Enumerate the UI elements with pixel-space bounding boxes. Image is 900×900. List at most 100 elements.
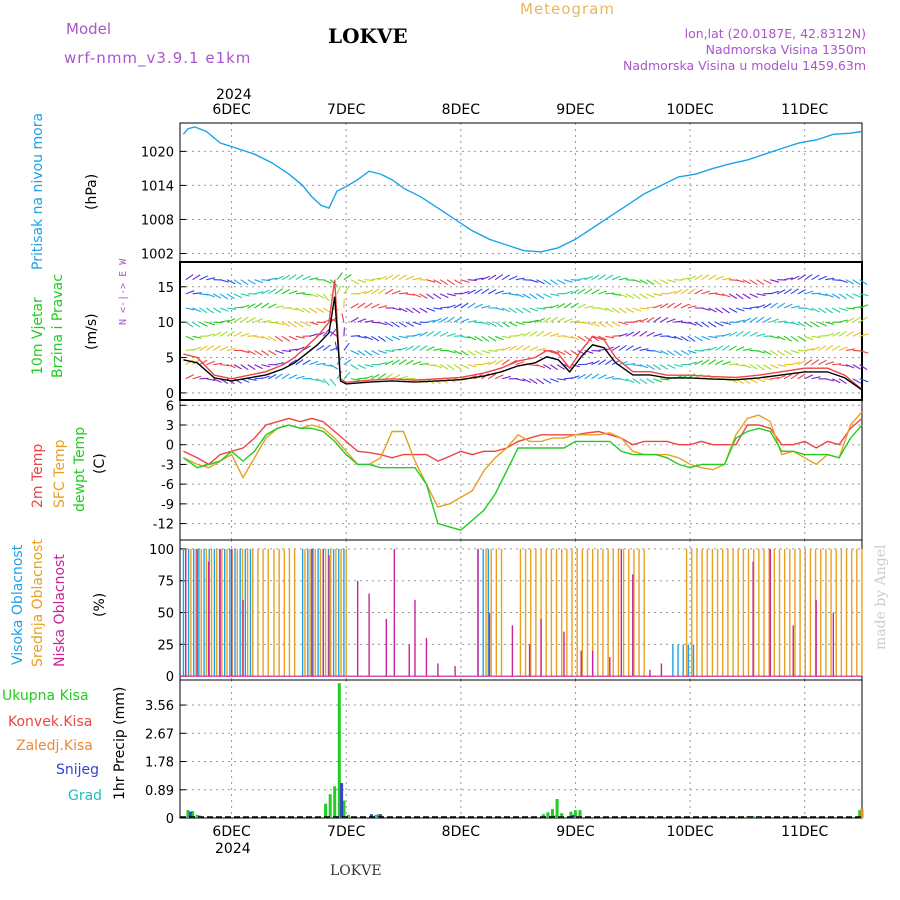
wind-arrow <box>591 349 601 352</box>
wind-arrow <box>329 378 337 387</box>
wind-arrow <box>341 313 345 323</box>
wind-arrow <box>756 279 765 286</box>
wind-arrow <box>467 335 477 341</box>
wind-arrow <box>302 275 312 281</box>
wind-arrow <box>721 293 731 298</box>
wind-arrow <box>515 361 525 366</box>
wind-arrow <box>377 373 387 380</box>
wind-arrow <box>694 321 703 328</box>
wind-arrow <box>467 279 477 281</box>
wind-arrow <box>632 346 642 351</box>
wind-arrow <box>783 303 793 309</box>
wind-arrow <box>309 378 319 382</box>
wind-arrow <box>309 293 319 298</box>
wind-arrow <box>570 350 579 356</box>
wind-arrow <box>426 364 436 367</box>
wind-arrow <box>797 274 806 281</box>
wind-arrow <box>212 293 222 299</box>
wind-arrow <box>226 330 235 337</box>
wind-arrow <box>694 274 703 281</box>
temp-unit: (C) <box>92 453 108 474</box>
wind-panel: 0 5 10 15 <box>157 261 869 402</box>
precip-total-bar <box>551 809 554 818</box>
day-label-bottom: 9DEC <box>556 824 595 840</box>
precip-label-frozen: Zaledj.Kisa <box>16 738 93 754</box>
wind-arrow <box>316 345 325 351</box>
wind-arrow <box>536 279 545 285</box>
wind-arrow <box>453 335 463 337</box>
wind-arrow <box>316 362 326 366</box>
wind-arrow <box>412 293 422 298</box>
wind-arrow <box>405 307 414 314</box>
wind-arrow <box>783 335 792 342</box>
wind-arrow <box>722 321 732 325</box>
precip-label-grad: Grad <box>68 788 102 804</box>
wind-arrow <box>735 319 745 323</box>
precip-total-bar <box>555 799 559 818</box>
wind-arrow <box>708 359 717 366</box>
wind-arrow <box>556 317 566 323</box>
wind-arrow <box>845 348 855 352</box>
wind-arrow <box>192 335 202 339</box>
wind-arrow <box>274 335 283 342</box>
wind-arrow <box>316 307 325 314</box>
wind-arrow <box>391 359 400 366</box>
wind-arrow <box>701 348 711 352</box>
wind-arrow <box>288 290 298 295</box>
model-label: Model <box>66 20 111 38</box>
wind-arrow <box>660 378 670 381</box>
wind-arrow <box>577 277 587 281</box>
year-bottom: 2024 <box>215 841 251 857</box>
wind-arrow <box>687 288 696 295</box>
wind-arrow <box>845 330 854 337</box>
wind-arrow <box>838 346 848 351</box>
wind-arrow <box>701 290 711 295</box>
wind-arrow <box>763 303 772 309</box>
wind-arrow <box>261 279 271 282</box>
wind-arrow <box>687 349 697 354</box>
wind-arrow <box>412 344 421 351</box>
wind-arrow <box>825 344 834 351</box>
precip-total-bar <box>578 810 582 818</box>
wind-arrow <box>240 332 250 337</box>
day-label-bottom: 10DEC <box>666 824 713 840</box>
pressure-unit: (hPa) <box>84 174 100 210</box>
ytick-label: 100 <box>149 543 174 558</box>
wind-arrow <box>261 350 270 356</box>
wind-arrow <box>336 272 343 281</box>
wind-arrow <box>536 307 546 310</box>
wind-arrow <box>804 274 813 281</box>
wind-arrow <box>742 364 752 369</box>
wind-arrow <box>687 305 697 309</box>
temp-2m-line <box>183 417 863 466</box>
wind-arrow <box>433 317 442 323</box>
wind-arrow <box>728 293 738 299</box>
wind-arrow <box>240 304 250 309</box>
wind-arrow <box>261 364 271 368</box>
ytick-label: 50 <box>157 607 174 622</box>
precip-total-bar <box>569 811 573 818</box>
wind-arrow <box>536 348 546 351</box>
temp-ylabel-2: SFC Temp <box>52 439 68 508</box>
wind-arrow <box>474 277 484 281</box>
wind-arrow <box>295 375 305 380</box>
wind-arrow <box>481 321 491 326</box>
wind-arrow <box>515 293 525 298</box>
ytick-label: 1002 <box>141 247 174 262</box>
wind-arrow <box>859 293 869 297</box>
wind-arrow <box>460 318 470 323</box>
wind-arrow <box>831 345 841 351</box>
wind-arrow <box>357 335 367 339</box>
wind-arrow <box>433 293 442 300</box>
wind-arrow <box>261 319 271 323</box>
wind-arrow <box>625 293 634 299</box>
wind-arrow <box>391 348 402 352</box>
wind-arrow <box>240 293 250 297</box>
precip-total-bar <box>546 812 550 818</box>
wind-arrow <box>653 304 662 309</box>
wind-arrow <box>288 307 298 311</box>
ytick-label: 1020 <box>141 145 174 160</box>
wind-arrow <box>267 374 277 380</box>
wind-arrow <box>763 349 772 356</box>
wind-arrow <box>185 348 195 352</box>
